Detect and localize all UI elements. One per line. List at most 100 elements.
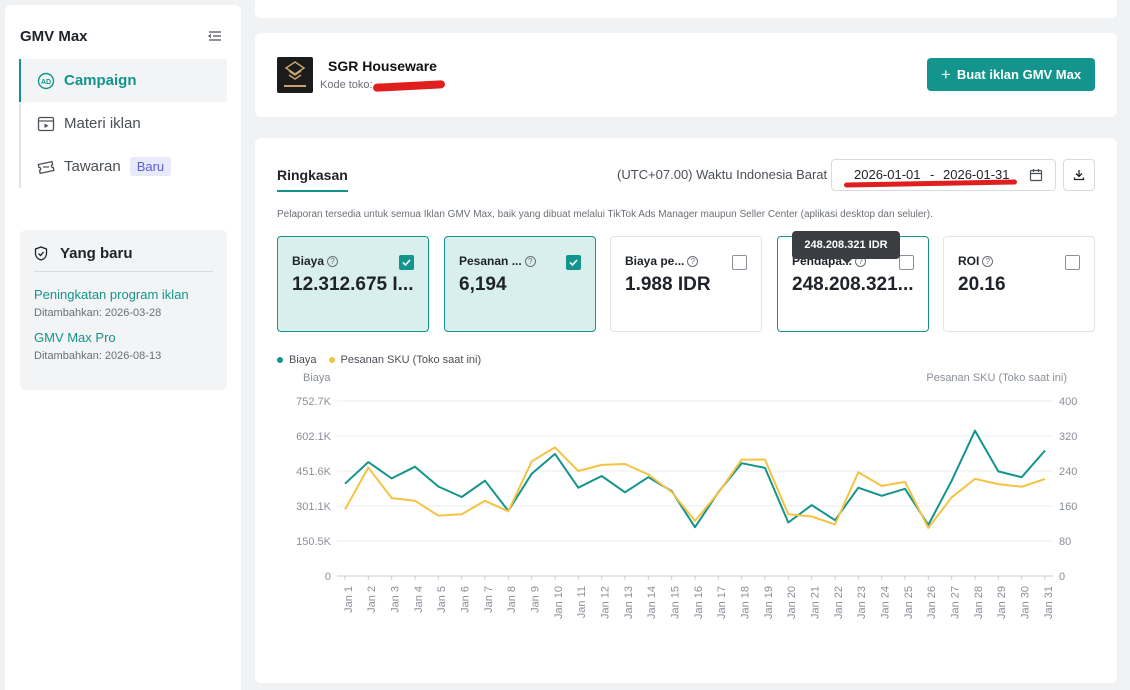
metric-checkbox[interactable]: [566, 255, 581, 270]
nav-label-materi-iklan: Materi iklan: [64, 115, 141, 132]
series-line-biaya: [344, 429, 1046, 529]
y-right-tick-label: 240: [1059, 466, 1077, 478]
download-button[interactable]: [1063, 159, 1095, 191]
collapse-menu-icon[interactable]: [208, 29, 222, 43]
nav-item-tawaran[interactable]: Tawaran Baru: [21, 145, 227, 188]
y-right-tick-label: 0: [1059, 571, 1065, 583]
series-line-pesanan: [344, 446, 1046, 529]
ticket-icon: [37, 158, 55, 176]
x-tick-label: Jan 9: [530, 586, 542, 613]
metric-checkbox[interactable]: [1065, 255, 1080, 270]
redaction-mark: [372, 80, 446, 92]
metric-value: 1.988 IDR: [625, 274, 711, 295]
help-icon[interactable]: ?: [687, 255, 699, 267]
y-left-tick-label: 150.5K: [296, 536, 332, 548]
shop-card: SGR Houseware Kode toko: + Buat iklan GM…: [255, 33, 1117, 117]
news-link-gmv-max-pro[interactable]: GMV Max Pro: [34, 330, 116, 345]
x-tick-label: Jan 2: [366, 586, 378, 613]
download-icon: [1073, 170, 1085, 181]
date-start: 2026-01-01: [854, 167, 921, 182]
metric-card-biaya[interactable]: Biaya? 12.312.675 I...: [277, 236, 429, 332]
y-left-tick-label: 752.7K: [296, 396, 332, 408]
x-tick-label: Jan 26: [926, 586, 938, 619]
sidebar-title: GMV Max: [20, 28, 88, 45]
nav-label-tawaran: Tawaran: [64, 158, 121, 175]
whats-new-panel: Yang baru Peningkatan program iklan Dita…: [20, 230, 227, 390]
x-tick-label: Jan 6: [460, 586, 472, 613]
news-date-program: Ditambahkan: 2026-03-28: [34, 307, 162, 319]
nav-item-campaign[interactable]: AD Campaign: [19, 59, 227, 102]
metric-checkbox[interactable]: [732, 255, 747, 270]
metric-label-row: Pesanan ...?: [459, 254, 536, 268]
x-tick-label: Jan 5: [436, 586, 448, 613]
help-icon[interactable]: ?: [524, 255, 536, 267]
metric-value: 248.208.321...: [792, 274, 914, 295]
metric-card-roi[interactable]: ROI? 20.16: [943, 236, 1095, 332]
news-link-program[interactable]: Peningkatan program iklan: [34, 287, 189, 302]
ad-icon: AD: [37, 72, 55, 90]
left-axis-title: Biaya: [303, 372, 331, 384]
date-range-picker[interactable]: 2026-01-01 - 2026-01-31: [831, 159, 1056, 191]
x-tick-label: Jan 13: [623, 586, 635, 619]
x-tick-label: Jan 29: [996, 586, 1008, 619]
metric-label: ROI: [958, 254, 980, 268]
legend-item-pesanan[interactable]: Pesanan SKU (Toko saat ini): [328, 354, 481, 366]
x-tick-label: Jan 27: [950, 586, 962, 619]
sidebar: GMV Max AD Campaign Materi iklan Tawaran…: [5, 5, 241, 690]
x-tick-label: Jan 21: [810, 586, 822, 619]
metric-label: Biaya: [292, 254, 325, 268]
create-gmv-max-ad-button[interactable]: + Buat iklan GMV Max: [927, 58, 1095, 91]
shop-name: SGR Houseware: [328, 58, 437, 74]
x-tick-label: Jan 1: [343, 586, 355, 613]
help-icon[interactable]: ?: [327, 255, 339, 267]
metric-value: 6,194: [459, 274, 507, 295]
whats-new-header: Yang baru: [34, 245, 133, 262]
metric-card-biaya-per[interactable]: Biaya pe...? 1.988 IDR: [610, 236, 762, 332]
shield-icon: [34, 246, 48, 261]
x-tick-label: Jan 24: [880, 586, 892, 619]
x-tick-label: Jan 16: [693, 586, 705, 619]
x-tick-label: Jan 31: [1043, 586, 1055, 619]
new-badge: Baru: [129, 157, 172, 176]
x-tick-label: Jan 11: [576, 586, 588, 618]
x-tick-label: Jan 8: [506, 586, 518, 613]
plus-icon: +: [940, 64, 951, 84]
metric-label: Pesanan ...: [459, 254, 522, 268]
shop-logo: [277, 57, 313, 93]
chart-legend: Biaya Pesanan SKU (Toko saat ini): [277, 354, 493, 366]
help-icon[interactable]: ?: [982, 255, 994, 267]
metric-value: 20.16: [958, 274, 1006, 295]
y-left-tick-label: 301.1K: [296, 501, 332, 513]
divider: [34, 271, 213, 272]
metric-checkbox[interactable]: [399, 255, 414, 270]
y-right-tick-label: 320: [1059, 431, 1077, 443]
legend-item-biaya[interactable]: Biaya: [277, 354, 317, 366]
metric-label-row: ROI?: [958, 254, 994, 268]
metric-label-row: Biaya?: [292, 254, 339, 268]
y-left-tick-label: 602.1K: [296, 431, 332, 443]
metric-label-row: Biaya pe...?: [625, 254, 699, 268]
timezone-label: (UTC+07.00) Waktu Indonesia Barat: [617, 167, 828, 182]
nav-item-materi-iklan[interactable]: Materi iklan: [21, 102, 227, 145]
x-tick-label: Jan 3: [390, 586, 402, 613]
y-right-tick-label: 80: [1059, 536, 1071, 548]
x-tick-label: Jan 4: [413, 586, 425, 613]
date-separator: -: [930, 167, 935, 182]
x-tick-label: Jan 20: [786, 586, 798, 619]
value-tooltip: 248.208.321 IDR: [792, 231, 900, 264]
video-icon: [37, 115, 55, 133]
x-tick-label: Jan 15: [670, 586, 682, 619]
right-axis-title: Pesanan SKU (Toko saat ini): [926, 372, 1067, 384]
y-right-tick-label: 400: [1059, 396, 1077, 408]
x-tick-label: Jan 19: [763, 586, 775, 619]
x-tick-label: Jan 12: [600, 586, 612, 619]
x-tick-label: Jan 7: [483, 586, 495, 613]
metric-card-pesanan[interactable]: Pesanan ...? 6,194: [444, 236, 596, 332]
legend-dot: [328, 357, 335, 363]
summary-card: Ringkasan (UTC+07.00) Waktu Indonesia Ba…: [255, 138, 1117, 683]
tab-ringkasan[interactable]: Ringkasan: [277, 167, 348, 192]
metric-checkbox[interactable]: [899, 255, 914, 270]
create-button-label: Buat iklan GMV Max: [956, 67, 1082, 82]
legend-label: Biaya: [289, 354, 317, 366]
x-tick-label: Jan 22: [833, 586, 845, 619]
